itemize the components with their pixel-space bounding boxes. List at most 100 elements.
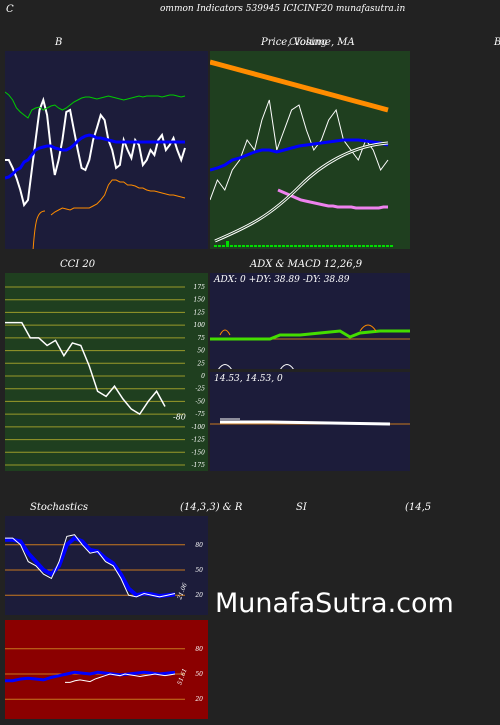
macd-chart xyxy=(210,418,410,426)
cci-tick-label: -75 xyxy=(195,411,205,418)
cci-tick-label: -125 xyxy=(192,437,206,444)
watermark: MunafaSutra.com xyxy=(215,588,454,619)
cci-line xyxy=(5,321,166,416)
bollinger-upper-band xyxy=(5,91,186,119)
stoch-tick-label: 20 xyxy=(194,592,203,599)
volume-bar xyxy=(314,245,317,247)
volume-bar xyxy=(378,245,381,247)
cci-tick-label: -175 xyxy=(192,462,206,469)
volume-bar xyxy=(270,245,273,247)
price-panel xyxy=(210,51,410,249)
rsi-title: SI xyxy=(296,502,307,513)
volume-bar xyxy=(318,245,321,247)
price-close-line xyxy=(210,99,389,201)
volume-bar xyxy=(322,245,325,247)
bollinger-volume-tail xyxy=(32,210,46,249)
volume-bar xyxy=(382,245,385,247)
adx-minus-di-bump xyxy=(359,324,377,332)
volume-bar xyxy=(242,245,245,247)
volume-bar xyxy=(258,245,261,247)
page-title: ommon Indicators 539945 ICICINF20 munafa… xyxy=(160,4,406,14)
cci-tick-label: -150 xyxy=(192,449,206,456)
volume-bar xyxy=(370,245,373,247)
cci-tick-label: -25 xyxy=(195,386,205,393)
cci-chart: 175 150 125 100 75 50 25 0 -25 -50 -75 -100 -125 -150… xyxy=(5,284,206,469)
volume-bar xyxy=(298,245,301,247)
volume-bar xyxy=(286,245,289,247)
header-left-letter: C xyxy=(6,4,14,15)
bollinger-chart xyxy=(5,91,186,249)
rsi-line xyxy=(5,670,176,683)
volume-bar xyxy=(334,245,337,247)
stoch-d-line xyxy=(5,535,176,599)
stochastics-panel: 80 50 20 21.06 xyxy=(5,516,208,615)
rsi-tick-label: 80 xyxy=(195,646,203,653)
cci-panel: 175 150 125 100 75 50 25 0 -25 -50 -75 -100 -125 -150… xyxy=(5,273,208,471)
bollinger-volume-line xyxy=(50,179,186,216)
adx-bump-1 xyxy=(218,364,232,369)
volume-bar xyxy=(374,245,377,247)
price-chart xyxy=(210,59,393,247)
volume-bar xyxy=(274,245,277,247)
volume-bar xyxy=(390,245,393,247)
cci-tick-label: 150 xyxy=(194,297,206,304)
volume-bar xyxy=(222,245,225,247)
bollinger-mid-band xyxy=(5,133,185,180)
volume-bar xyxy=(350,245,353,247)
price-ma-title: Price, Volume, MA xyxy=(261,37,355,48)
volume-bar xyxy=(282,245,285,247)
cci-tick-label: 175 xyxy=(194,284,206,291)
volume-bar xyxy=(330,245,333,247)
stochastics-title: Stochastics xyxy=(30,502,88,513)
cci-tick-label: 125 xyxy=(194,309,206,316)
volume-bar xyxy=(262,245,265,247)
cci-tick-label: 75 xyxy=(197,335,205,342)
cci-last-value: -80 xyxy=(173,413,186,422)
volume-bar xyxy=(306,245,309,247)
volume-bar xyxy=(326,245,329,247)
volume-bar xyxy=(250,245,253,247)
stochastics-chart: 80 50 20 21.06 xyxy=(5,534,203,602)
cci-tick-label: 50 xyxy=(197,348,205,355)
adx-bump-2 xyxy=(280,364,294,369)
volume-bar xyxy=(254,245,257,247)
bollinger-panel xyxy=(5,51,208,249)
rsi-avg-line xyxy=(65,673,176,683)
cci-tick-label: 0 xyxy=(201,373,205,380)
macd-line xyxy=(220,420,391,426)
stoch-last-value: 21.06 xyxy=(176,582,189,602)
adx-title: ADX & MACD 12,26,9 xyxy=(250,259,363,270)
macd-label: 14.53, 14.53, 0 xyxy=(214,374,283,384)
cci-tick-label: -100 xyxy=(192,424,206,431)
volume-bar xyxy=(362,245,365,247)
rsi-tick-label: 20 xyxy=(194,696,203,703)
bollinger-title: B xyxy=(55,37,63,48)
volume-bar xyxy=(358,245,361,247)
adx-chart xyxy=(210,324,410,369)
volume-bar xyxy=(310,245,313,247)
price-blue-ma xyxy=(210,138,389,172)
volume-bar xyxy=(302,245,305,247)
volume-bar xyxy=(230,245,233,247)
volume-bar xyxy=(338,245,341,247)
cci-tick-label: 100 xyxy=(194,322,206,329)
volume-bar xyxy=(346,245,349,247)
rsi-params: (14,5 xyxy=(405,502,432,513)
volume-bar xyxy=(366,245,369,247)
adx-plus-di-bump xyxy=(219,329,231,336)
price-orange-ma xyxy=(210,59,389,113)
rsi-chart: 80 50 20 51.61 xyxy=(5,646,203,703)
volume-bar xyxy=(218,245,221,247)
price-long-ma-inner xyxy=(214,142,389,242)
stoch-k-line xyxy=(5,534,176,598)
cci-title: CCI 20 xyxy=(60,259,96,270)
macd-panel: 14.53, 14.53, 0 xyxy=(210,372,410,471)
volume-bar xyxy=(354,245,357,247)
volume-bar xyxy=(214,245,217,247)
volume-bar xyxy=(294,245,297,247)
adx-label: ADX: 0 +DY: 38.89 -DY: 38.89 xyxy=(214,275,350,285)
adx-panel: ADX: 0 +DY: 38.89 -DY: 38.89 xyxy=(210,273,410,369)
stoch-tick-label: 50 xyxy=(195,567,203,574)
volume-bar xyxy=(342,245,345,247)
price-pink-ma xyxy=(277,188,388,210)
